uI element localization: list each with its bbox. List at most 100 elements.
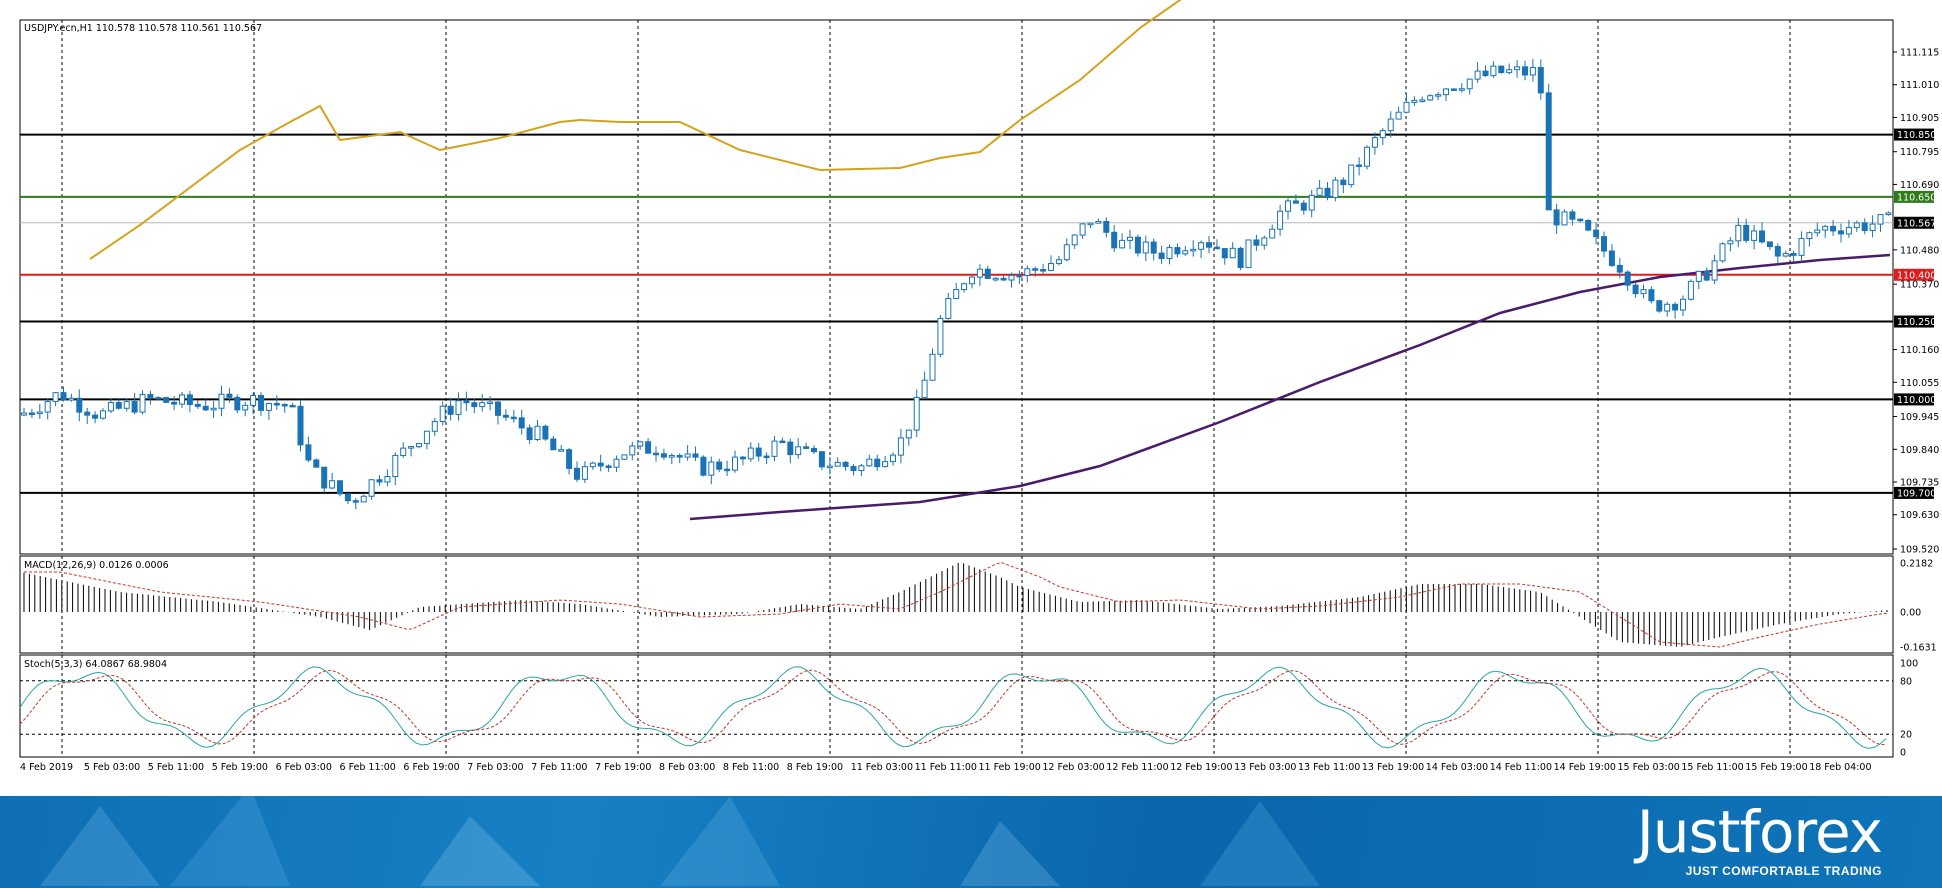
- candle: [416, 443, 422, 448]
- candle: [716, 461, 723, 470]
- candle: [76, 397, 83, 413]
- candle: [1395, 111, 1402, 120]
- candle: [1182, 250, 1189, 255]
- candle: [1498, 65, 1505, 74]
- candle: [1308, 194, 1315, 211]
- candle: [850, 465, 857, 472]
- candle: [1300, 202, 1307, 211]
- candle: [479, 402, 486, 408]
- candle: [1774, 246, 1781, 257]
- time-label: 7 Feb 03:00: [467, 762, 523, 773]
- candle: [581, 466, 588, 480]
- candle: [447, 405, 454, 415]
- price-tick-label: 110.370: [1900, 280, 1939, 291]
- candle: [1514, 66, 1521, 71]
- candle: [897, 437, 904, 456]
- time-label: 13 Feb 19:00: [1362, 762, 1424, 773]
- candle: [976, 268, 983, 278]
- candle: [1822, 225, 1829, 231]
- macd-panel: [19, 555, 1894, 654]
- time-label: 14 Feb 11:00: [1490, 762, 1552, 773]
- price-tick-label: 110.905: [1900, 113, 1939, 124]
- candle: [1474, 70, 1481, 80]
- stoch-tick-label: 0: [1900, 748, 1906, 759]
- candle: [1364, 146, 1370, 167]
- level-label: 110.250: [1897, 317, 1936, 328]
- candle: [834, 461, 841, 467]
- macd-indicator: 0.2182 0.00 -0.1631: [23, 559, 1937, 654]
- candle: [1111, 231, 1118, 249]
- candle: [732, 456, 738, 471]
- candle: [210, 407, 217, 411]
- candle: [1269, 228, 1276, 239]
- candle: [131, 401, 138, 413]
- candle: [1166, 247, 1173, 260]
- logo-tagline: JUST COMFORTABLE TRADING: [1685, 864, 1882, 878]
- time-label: 12 Feb 19:00: [1170, 762, 1232, 773]
- time-label: 8 Feb 19:00: [787, 762, 843, 773]
- time-label: 18 Feb 04:00: [1809, 762, 1871, 773]
- candle: [234, 396, 241, 411]
- decor-triangle: [1200, 801, 1320, 886]
- candle: [558, 449, 565, 452]
- time-label: 5 Feb 03:00: [84, 762, 140, 773]
- candle: [1656, 300, 1663, 312]
- candle: [1063, 244, 1070, 261]
- stoch-tick-label: 80: [1900, 676, 1912, 687]
- candle: [60, 392, 67, 401]
- candle: [1845, 227, 1852, 235]
- macd-header: MACD(12,26,9) 0.0126 0.0006: [24, 560, 169, 571]
- chart-header: USDJPY.ecn,H1 110.578 110.578 110.561 11…: [24, 23, 262, 34]
- candle: [597, 462, 604, 467]
- candle: [1000, 277, 1007, 281]
- candle: [890, 454, 896, 463]
- level-label: 110.850: [1897, 130, 1936, 141]
- time-label: 15 Feb 19:00: [1745, 762, 1807, 773]
- candle: [147, 394, 154, 399]
- candle: [1490, 65, 1497, 77]
- stochastic-indicator: 100 80 20 0: [19, 659, 1918, 759]
- price-tick-label: 110.055: [1900, 378, 1939, 389]
- candle: [186, 394, 193, 405]
- candle: [945, 297, 952, 319]
- justforex-logo[interactable]: Justforex JUST COMFORTABLE TRADING: [1637, 802, 1883, 878]
- candle: [779, 440, 786, 444]
- trading-chart[interactable]: 110.850 110.650 110.400 110.250 110.000 109.7…: [0, 0, 1942, 796]
- candle: [629, 445, 636, 456]
- candle: [1206, 242, 1212, 248]
- time-label: 14 Feb 03:00: [1426, 762, 1488, 773]
- candle: [194, 403, 201, 407]
- candle: [1751, 230, 1758, 241]
- candle: [1735, 224, 1742, 242]
- candle: [28, 412, 35, 416]
- candle: [1838, 230, 1844, 235]
- candle: [1285, 200, 1291, 212]
- candle: [305, 444, 312, 461]
- candle: [1593, 229, 1600, 238]
- stoch-d-line: [19, 669, 1887, 746]
- candle: [360, 495, 367, 503]
- price-tick-label: 109.945: [1900, 412, 1939, 423]
- candle: [771, 440, 778, 457]
- time-label: 15 Feb 03:00: [1618, 762, 1680, 773]
- candle: [423, 430, 430, 445]
- candle: [1687, 280, 1694, 300]
- time-label: 7 Feb 11:00: [531, 762, 587, 773]
- candle: [1071, 234, 1078, 246]
- candle: [818, 451, 825, 468]
- candle: [1237, 247, 1244, 269]
- candle: [376, 479, 383, 483]
- candle: [1261, 237, 1268, 246]
- candle: [1877, 214, 1884, 225]
- time-label: 14 Feb 19:00: [1554, 762, 1616, 773]
- candle: [1316, 187, 1323, 196]
- candle: [787, 441, 794, 456]
- stoch-header: Stoch(5,3,3) 64.0867 68.9804: [24, 659, 167, 670]
- candle: [621, 454, 628, 460]
- price-tick-label: 110.160: [1900, 345, 1939, 356]
- candle: [1869, 223, 1876, 232]
- candle: [518, 417, 525, 429]
- candle: [1387, 118, 1394, 132]
- candle: [84, 411, 91, 416]
- time-label: 8 Feb 03:00: [659, 762, 715, 773]
